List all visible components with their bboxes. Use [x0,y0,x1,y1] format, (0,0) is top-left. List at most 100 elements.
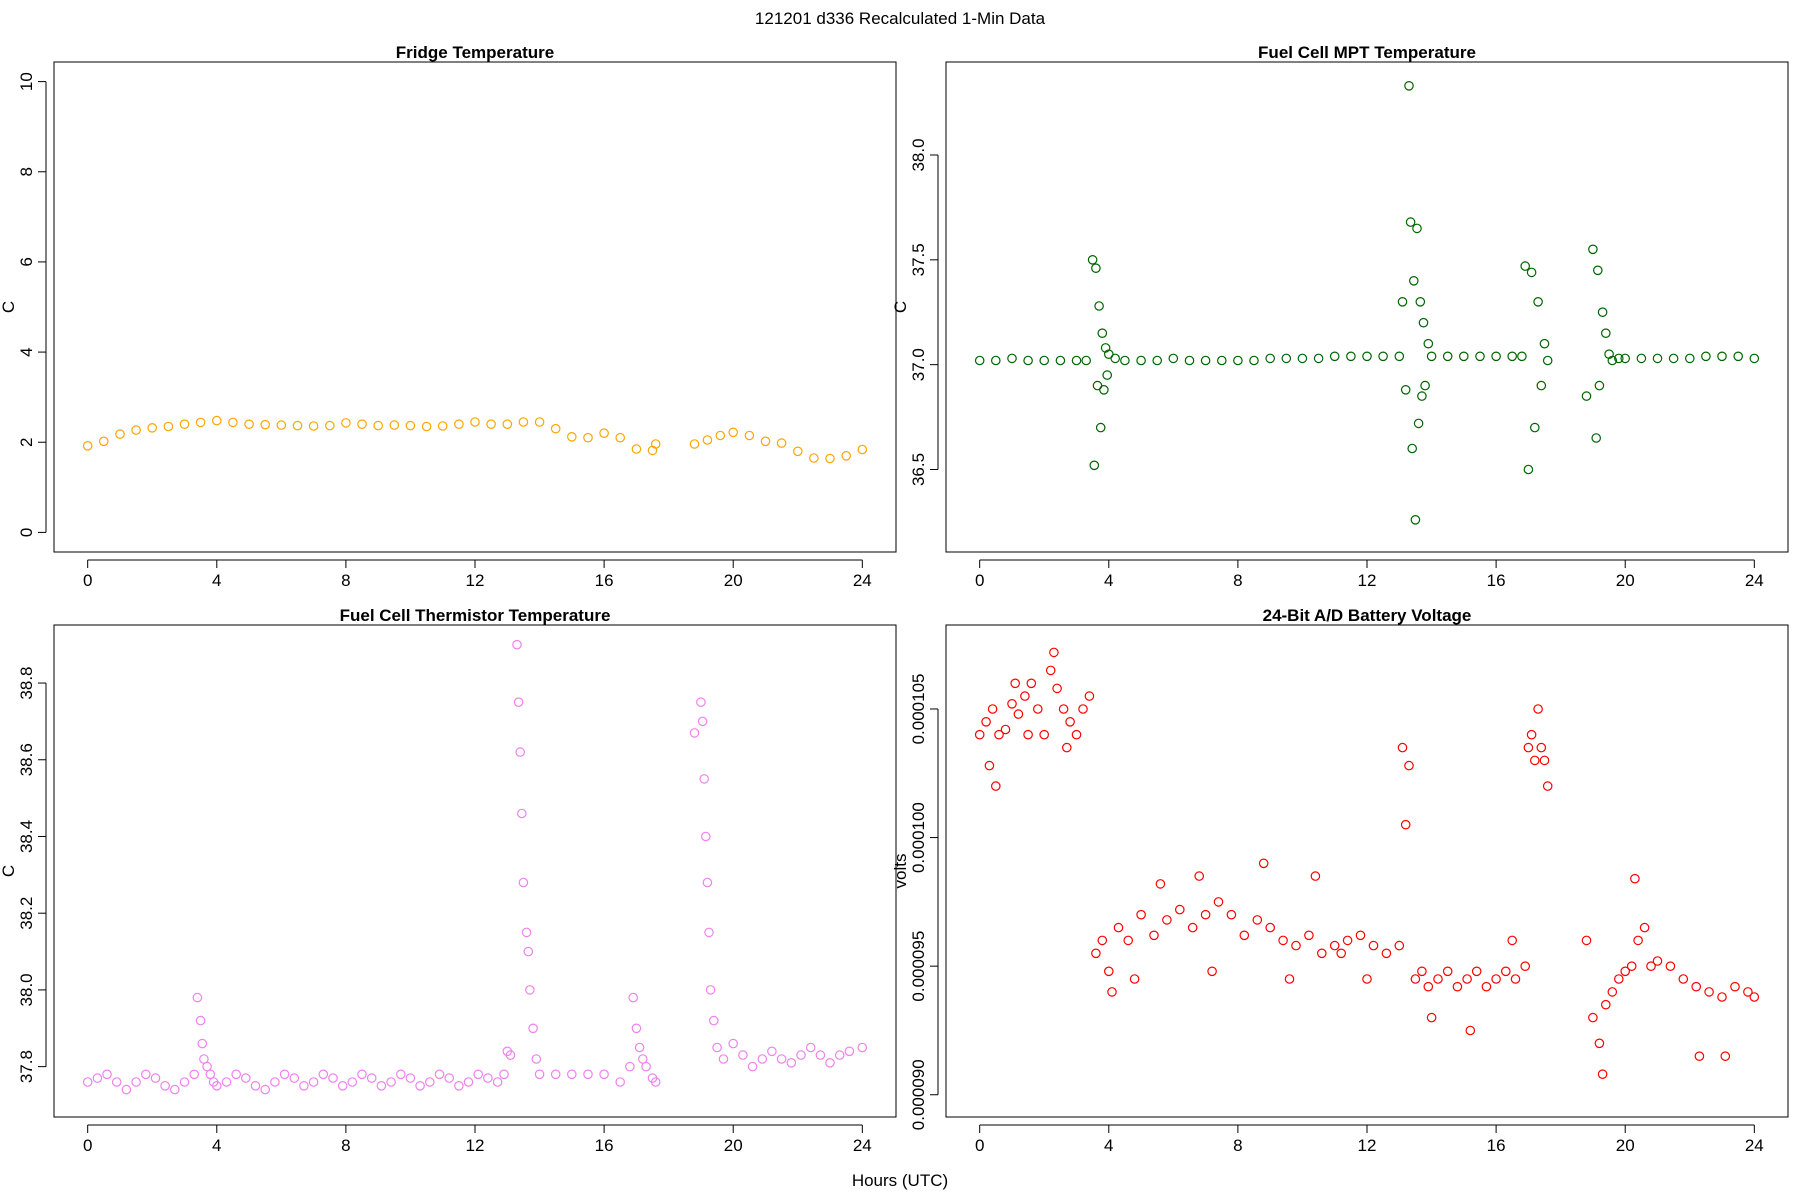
x-tick-label: 16 [595,571,614,590]
data-point [1400,819,1411,830]
data-point [513,697,524,707]
x-tick-label: 24 [1745,1136,1764,1155]
data-point [1523,464,1534,475]
data-point [260,419,270,430]
data-point [1136,355,1146,366]
data-point [615,432,625,443]
data-point [974,355,985,366]
x-tick-label: 24 [853,1136,872,1155]
y-tick-label: 8 [17,167,36,176]
data-point [1418,317,1429,328]
data-point [1743,987,1753,997]
x-tick-label: 4 [1104,571,1113,590]
data-point [1459,351,1469,362]
data-point [738,1050,748,1060]
data-point [1475,351,1485,362]
data-point [212,415,222,426]
data-point [1717,351,1727,362]
data-point [990,781,1001,791]
data-point [583,432,593,443]
y-tick-label: 38.6 [17,743,36,776]
data-point [1152,355,1162,366]
data-point [1010,678,1020,689]
x-tick-label: 24 [1745,571,1764,590]
data-point [1542,781,1553,791]
data-point [708,1015,719,1026]
x-tick-label: 12 [466,571,485,590]
data-point [1704,987,1714,997]
data-point [1304,930,1314,941]
data-point [1639,922,1650,933]
data-point [728,427,738,438]
y-axis-label: volts [891,854,910,889]
data-point [1062,742,1072,753]
data-point [1633,935,1643,946]
data-point [525,985,535,995]
y-tick-label: 0.000105 [909,674,928,745]
data-point [1400,384,1411,395]
y-tick-label: 0.000095 [909,931,928,1002]
y-axis-label: C [0,301,18,313]
data-point [205,1069,216,1080]
data-point [1594,380,1605,391]
x-tick-label: 0 [83,1136,92,1155]
data-point [347,1077,358,1087]
data-point [534,417,545,427]
data-point [1104,966,1114,977]
data-point [974,729,985,740]
data-point [1097,328,1108,338]
data-point [1381,948,1392,959]
data-point [1055,355,1066,366]
data-point [625,1061,635,1072]
x-tick-label: 0 [83,571,92,590]
data-point [328,1073,338,1083]
data-point [1007,698,1017,709]
x-tick-label: 4 [212,571,221,590]
data-point [1284,974,1295,984]
y-tick-label: 4 [17,347,36,356]
data-point [483,1073,493,1083]
data-point [1071,355,1082,366]
data-point [502,419,513,429]
data-point [1094,301,1104,311]
data-point [221,1077,232,1087]
x-tick-label: 20 [724,571,743,590]
data-point [689,728,700,738]
data-point [160,1081,170,1091]
data-point [650,1077,661,1087]
data-point [1733,351,1743,362]
data-point [197,1038,208,1049]
data-point [1442,351,1453,362]
data-point [1362,974,1372,984]
data-point [1636,353,1647,364]
data-point [518,417,529,427]
data-point [1084,691,1095,701]
data-point [702,435,713,445]
x-tick-label: 20 [724,1136,743,1155]
data-point [111,1077,122,1087]
data-point [1520,261,1530,271]
data-point [1646,961,1656,971]
data-point [386,1077,396,1087]
data-point [1581,391,1592,401]
data-point [776,1054,787,1064]
data-point [599,428,609,438]
data-point [424,1077,435,1087]
data-point [1313,353,1324,364]
data-point [1013,709,1024,719]
data-point [1184,355,1195,366]
data-point [700,831,711,842]
data-point [767,1046,777,1057]
data-point [292,420,303,431]
data-point [1626,961,1637,971]
data-point [1465,1025,1476,1036]
data-point [1423,338,1434,349]
data-point [1409,275,1419,286]
data-point [1607,355,1618,366]
data-point [1542,355,1553,366]
x-tick-label: 12 [1358,1136,1377,1155]
data-point [1536,742,1547,753]
data-point [534,1069,545,1080]
data-point [1120,355,1130,366]
data-point [1045,665,1056,676]
